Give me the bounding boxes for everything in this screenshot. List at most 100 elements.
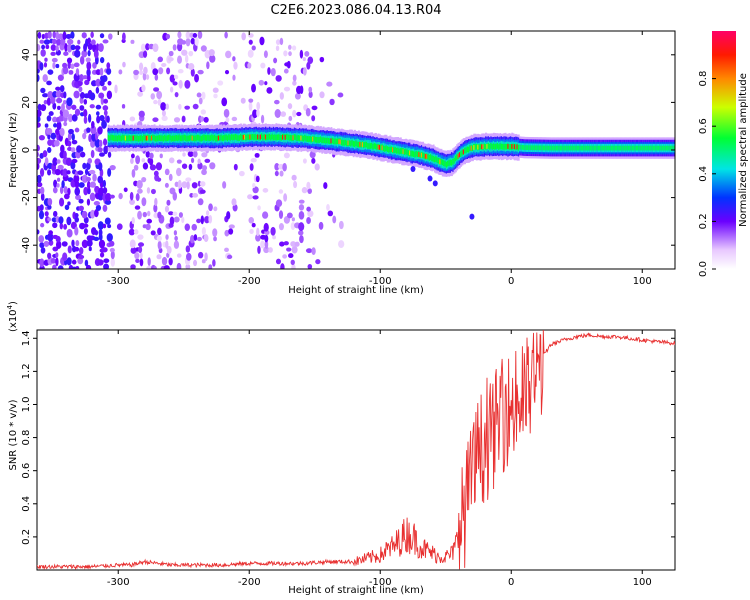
noise-speck: [301, 187, 308, 194]
noise-speck: [291, 174, 297, 181]
ridge-band: [178, 134, 181, 141]
ridge-band: [170, 135, 173, 142]
noise-speck: [74, 216, 80, 223]
noise-speck: [60, 38, 66, 46]
ridge-band: [228, 134, 231, 141]
ridge-band: [135, 135, 138, 141]
noise-speck: [87, 50, 91, 57]
noise-speck: [254, 152, 260, 158]
ridge-band: [120, 135, 123, 142]
noise-speck: [192, 150, 198, 158]
ridge-band: [211, 134, 214, 141]
ridge-band: [630, 145, 633, 151]
noise-speck: [118, 192, 123, 200]
noise-speck: [67, 38, 74, 45]
noise-speck: [97, 147, 103, 153]
noise-speck: [70, 63, 75, 69]
ridge-band: [468, 146, 470, 153]
ridge-band: [196, 134, 199, 141]
noise-speck: [79, 146, 84, 152]
noise-speck: [283, 152, 290, 159]
noise-speck: [161, 115, 168, 122]
noise-speck: [158, 67, 164, 75]
noise-speck: [52, 102, 57, 110]
noise-speck: [106, 67, 112, 75]
noise-speck: [338, 240, 345, 249]
noise-speck: [71, 239, 75, 248]
noise-speck: [197, 198, 204, 206]
ridge-band: [230, 134, 233, 140]
noise-speck: [141, 84, 146, 92]
ridge-band: [212, 135, 215, 142]
noise-speck: [279, 92, 284, 100]
noise-speck: [99, 67, 104, 76]
noise-speck: [141, 158, 146, 163]
noise-speck: [192, 193, 199, 198]
ridge-band: [177, 135, 180, 142]
ridge-band: [550, 145, 553, 151]
ridge-band: [115, 135, 118, 142]
ridge-band: [334, 138, 337, 145]
noise-speck: [145, 43, 150, 51]
noise-speck: [84, 168, 89, 176]
noise-speck: [264, 81, 268, 86]
ridge-band: [414, 151, 417, 158]
noise-speck: [42, 74, 48, 83]
ridge-band: [555, 145, 558, 151]
noise-speck: [60, 144, 65, 154]
ridge-band: [285, 133, 288, 140]
ridge-band: [533, 145, 536, 151]
ridge-band: [207, 134, 210, 141]
ridge-band: [156, 135, 159, 142]
noise-speck: [133, 69, 140, 76]
noise-speck: [87, 187, 91, 195]
noise-speck: [241, 32, 246, 41]
noise-speck: [282, 254, 288, 259]
noise-speck: [102, 85, 108, 91]
noise-speck: [67, 140, 72, 147]
noise-speck: [48, 230, 54, 235]
noise-speck: [89, 169, 96, 175]
noise-speck: [226, 211, 231, 220]
ridge-band: [276, 134, 279, 141]
noise-speck: [67, 201, 71, 206]
noise-speck: [275, 258, 281, 265]
noise-speck: [102, 105, 109, 111]
noise-speck: [52, 186, 58, 194]
noise-speck: [258, 79, 265, 86]
noise-speck: [88, 133, 92, 143]
ridge-band: [161, 135, 164, 142]
ridge-band: [526, 145, 529, 151]
ridge-band: [369, 143, 372, 149]
spectrogram-x-tick-label: 0: [508, 276, 514, 287]
noise-speck: [37, 122, 41, 128]
ridge-band: [617, 145, 620, 151]
ridge-band: [322, 137, 325, 144]
noise-speck: [134, 252, 140, 260]
noise-speck: [37, 115, 41, 123]
noise-speck: [208, 49, 215, 57]
noise-speck: [267, 67, 271, 75]
ridge-band: [238, 135, 241, 141]
ridge-band: [524, 145, 527, 150]
noise-speck: [122, 61, 126, 68]
ridge-band: [329, 138, 332, 145]
ridge-band: [608, 145, 611, 151]
spectrogram-y-tick-label: -40: [21, 237, 32, 253]
noise-speck: [97, 126, 103, 135]
noise-speck: [307, 210, 314, 218]
ridge-band: [667, 145, 670, 151]
ridge-band: [368, 143, 371, 149]
noise-speck: [44, 57, 48, 62]
noise-speck: [173, 216, 180, 223]
ridge-band: [519, 144, 522, 150]
ridge-band: [390, 146, 393, 153]
ridge-band: [660, 145, 663, 151]
ridge-band: [137, 135, 140, 142]
ridge-band: [372, 143, 375, 150]
ridge-band: [437, 157, 440, 164]
noise-speck: [66, 216, 72, 226]
ridge-band: [187, 135, 190, 142]
ridge-band: [380, 144, 383, 151]
ridge-band: [647, 145, 650, 151]
